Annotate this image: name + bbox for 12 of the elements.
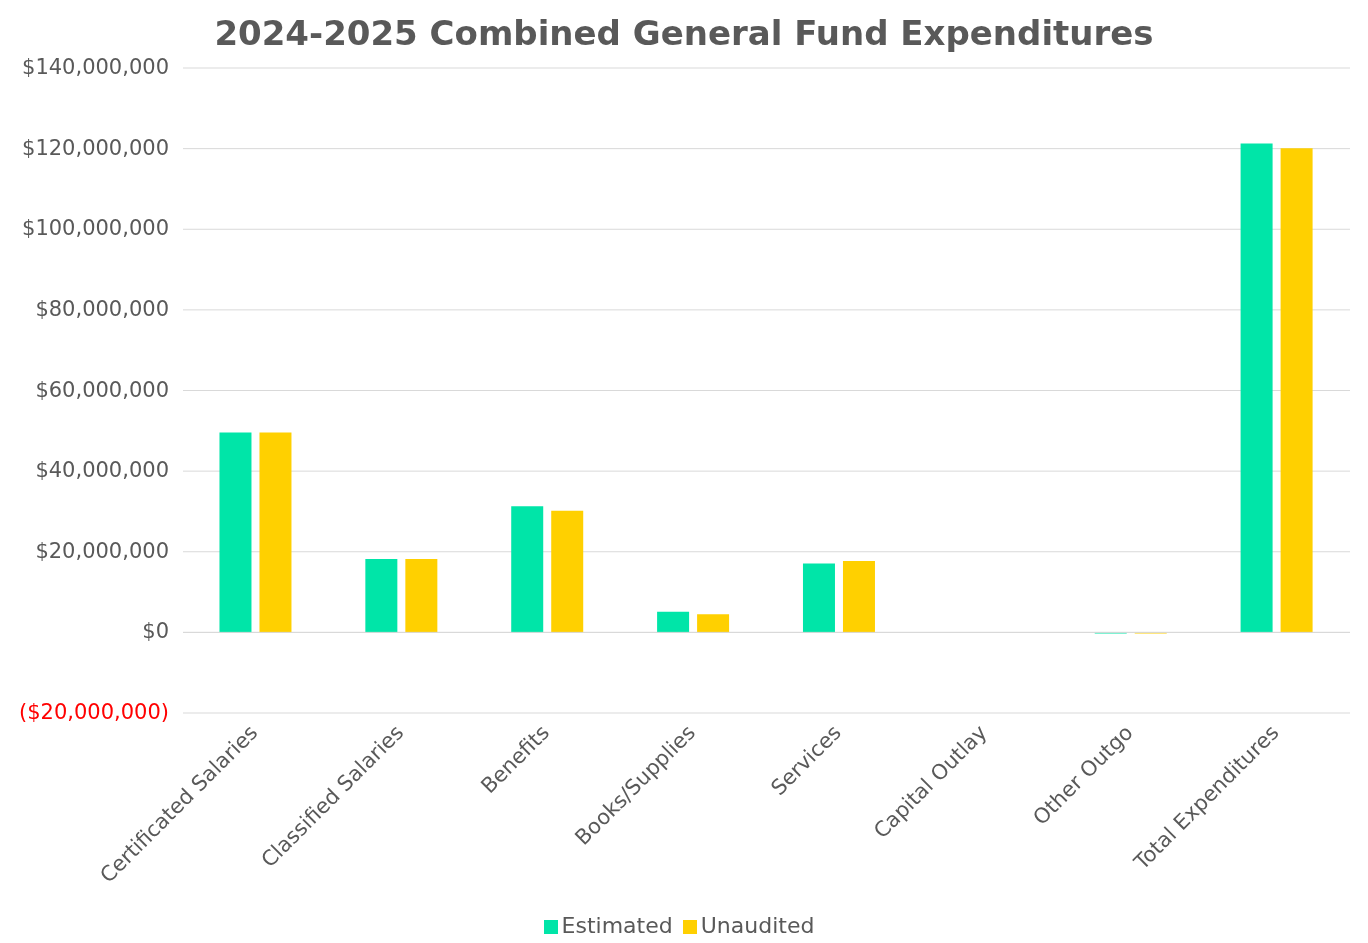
legend-label: Estimated (561, 913, 673, 938)
y-tick-label: $140,000,000 (22, 55, 169, 79)
y-tick-label: $40,000,000 (35, 458, 169, 483)
legend-label: Unaudited (700, 913, 815, 938)
chart-title: 2024-2025 Combined General Fund Expenditures (214, 13, 1154, 53)
y-tick-label: $20,000,000 (35, 538, 169, 563)
y-tick-label: $120,000,000 (22, 135, 169, 160)
y-tick-label: $80,000,000 (35, 296, 169, 321)
y-tick-label: ($20,000,000) (19, 700, 169, 724)
y-tick-label: $60,000,000 (35, 377, 169, 402)
y-tick-label: $0 (142, 619, 169, 644)
y-tick-label: $100,000,000 (22, 216, 169, 241)
